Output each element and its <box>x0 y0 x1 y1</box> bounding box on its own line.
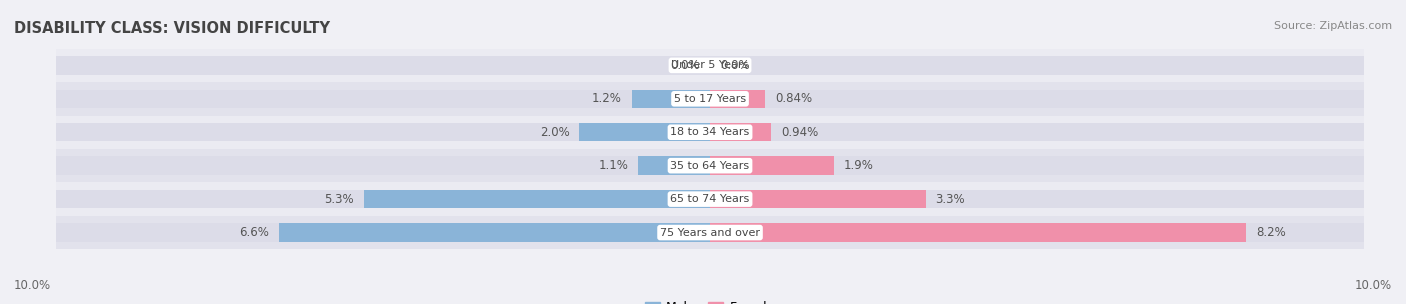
Bar <box>710 157 834 175</box>
Bar <box>56 82 1364 116</box>
Bar <box>710 90 1364 108</box>
Bar <box>278 223 710 242</box>
Bar <box>56 182 1364 216</box>
Bar <box>56 157 710 175</box>
Bar <box>710 56 1364 74</box>
Bar <box>710 157 1364 175</box>
Legend: Male, Female: Male, Female <box>640 296 780 304</box>
Text: 0.84%: 0.84% <box>775 92 811 105</box>
Bar <box>56 56 710 74</box>
Bar <box>710 190 1364 208</box>
Text: 1.1%: 1.1% <box>599 159 628 172</box>
Text: 75 Years and over: 75 Years and over <box>659 228 761 237</box>
Bar <box>710 190 925 208</box>
Bar <box>56 116 1364 149</box>
Text: 8.2%: 8.2% <box>1256 226 1285 239</box>
Text: 65 to 74 Years: 65 to 74 Years <box>671 194 749 204</box>
Bar <box>56 149 1364 182</box>
Text: DISABILITY CLASS: VISION DIFFICULTY: DISABILITY CLASS: VISION DIFFICULTY <box>14 21 330 36</box>
Text: 18 to 34 Years: 18 to 34 Years <box>671 127 749 137</box>
Bar <box>579 123 710 141</box>
Bar <box>364 190 710 208</box>
Bar <box>56 90 710 108</box>
Text: 6.6%: 6.6% <box>239 226 269 239</box>
Bar <box>56 216 1364 249</box>
Bar <box>710 123 1364 141</box>
Text: 0.0%: 0.0% <box>671 59 700 72</box>
Text: 1.2%: 1.2% <box>592 92 621 105</box>
Bar <box>710 223 1364 242</box>
Text: 0.0%: 0.0% <box>720 59 749 72</box>
Bar <box>710 223 1246 242</box>
Text: 0.94%: 0.94% <box>782 126 818 139</box>
Bar <box>56 190 710 208</box>
Text: 10.0%: 10.0% <box>1355 279 1392 292</box>
Bar <box>710 90 765 108</box>
Bar <box>56 49 1364 82</box>
Bar <box>56 223 710 242</box>
Bar <box>710 123 772 141</box>
Text: 10.0%: 10.0% <box>14 279 51 292</box>
Text: 5.3%: 5.3% <box>325 193 354 206</box>
Text: Under 5 Years: Under 5 Years <box>672 60 748 70</box>
Text: Source: ZipAtlas.com: Source: ZipAtlas.com <box>1274 21 1392 31</box>
Text: 35 to 64 Years: 35 to 64 Years <box>671 161 749 171</box>
Text: 5 to 17 Years: 5 to 17 Years <box>673 94 747 104</box>
Bar <box>631 90 710 108</box>
Text: 2.0%: 2.0% <box>540 126 569 139</box>
Bar <box>56 123 710 141</box>
Text: 3.3%: 3.3% <box>935 193 965 206</box>
Text: 1.9%: 1.9% <box>844 159 875 172</box>
Bar <box>638 157 710 175</box>
